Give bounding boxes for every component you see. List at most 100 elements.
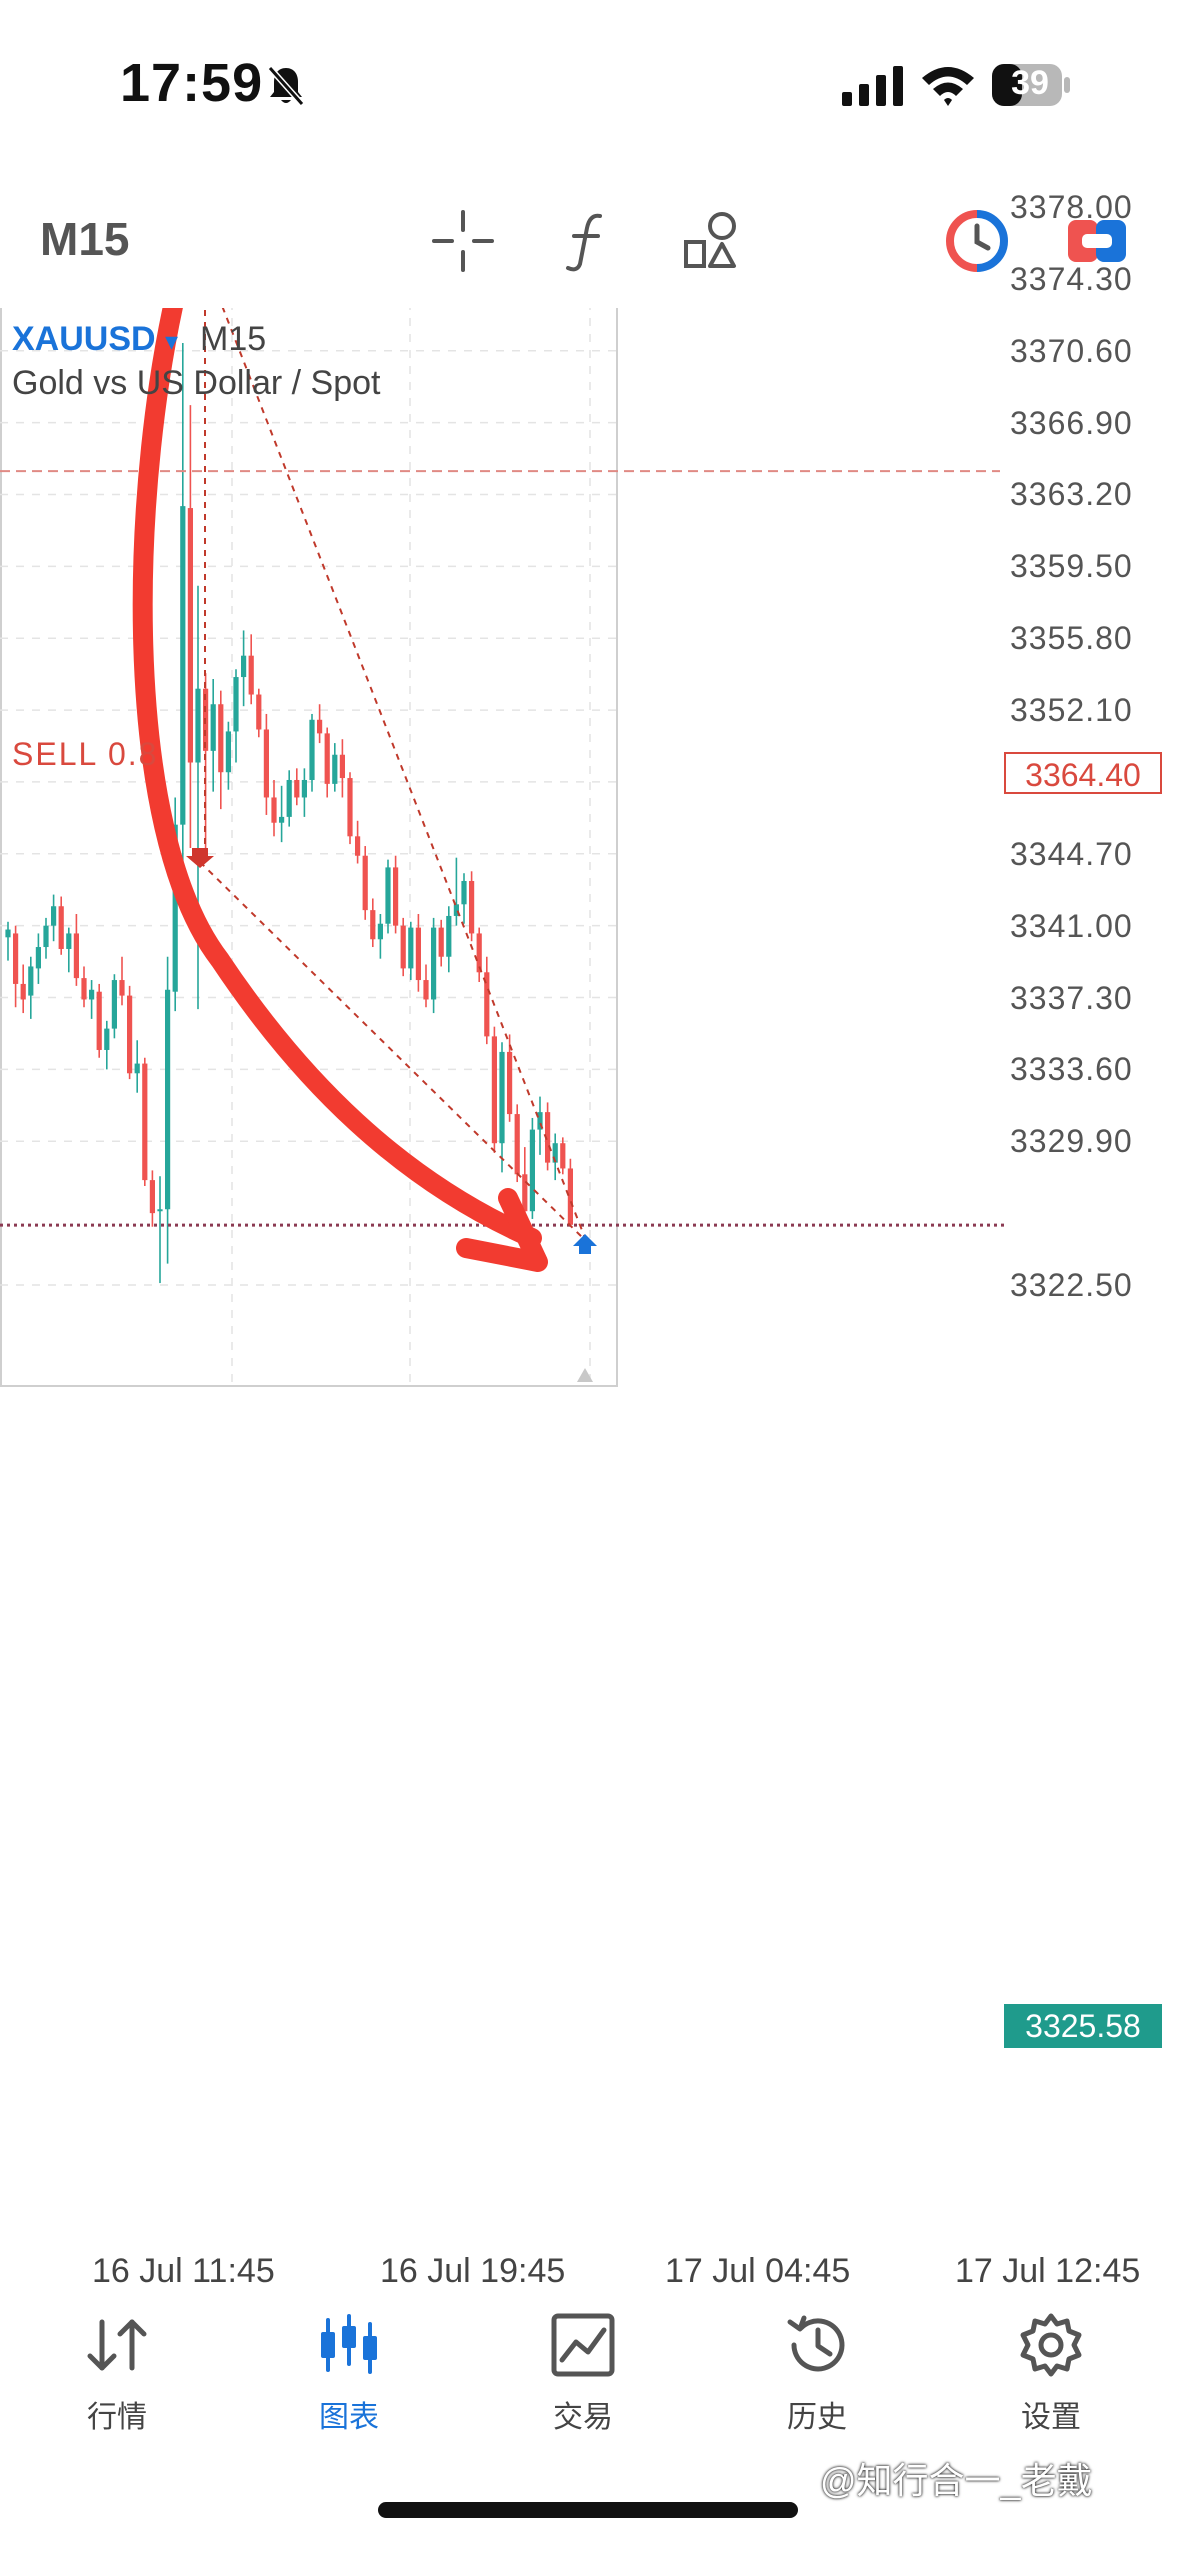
candle-body <box>385 867 391 924</box>
crosshair-icon[interactable] <box>430 208 496 274</box>
trade-line <box>199 861 586 1241</box>
nav-settings[interactable]: 设置 <box>976 2310 1126 2440</box>
candle-body <box>58 906 64 949</box>
candle-body <box>355 836 361 856</box>
candle-body <box>256 694 262 730</box>
candle-body <box>149 1180 155 1214</box>
candle-body <box>309 719 315 780</box>
candlestick-icon <box>321 2314 377 2374</box>
candle-body <box>210 704 216 751</box>
battery-icon <box>992 64 1070 106</box>
candle-body <box>225 731 231 773</box>
price-axis-label: 3378.00 <box>1010 189 1133 225</box>
nav-settings-label: 设置 <box>1021 2401 1081 2434</box>
nav-trade-label: 交易 <box>553 2401 613 2434</box>
new-order-icon[interactable] <box>1064 208 1130 274</box>
price-axis-label: 3322.50 <box>1010 1267 1133 1303</box>
status-time: 17:59 <box>120 53 264 113</box>
timeframe-button[interactable]: M15 <box>40 213 130 265</box>
candle-body <box>111 980 117 1029</box>
time-axis-label: 16 Jul 19:45 <box>380 2252 566 2290</box>
candle-body <box>5 929 11 938</box>
price-axis-label: 3341.00 <box>1010 907 1133 944</box>
signal-icon <box>842 66 903 106</box>
candle-body <box>35 947 41 969</box>
candle-body <box>507 1051 513 1115</box>
price-axis-label: 3333.60 <box>1010 1051 1133 1088</box>
candle-body <box>317 719 323 734</box>
price-axis-label: 3370.60 <box>1010 332 1133 369</box>
candle-body <box>438 927 444 957</box>
candle-body <box>499 1051 505 1144</box>
candle-body <box>20 983 26 1000</box>
candle-body <box>195 688 201 763</box>
indicators-icon[interactable] <box>556 208 622 274</box>
time-axis-label: 17 Jul 04:45 <box>665 2252 851 2290</box>
nav-history-label: 历史 <box>787 2401 847 2434</box>
candle-body <box>73 933 79 979</box>
candle-body <box>431 927 437 1000</box>
candle-body <box>461 880 467 905</box>
candle-body <box>279 816 285 823</box>
candle-body <box>415 927 421 981</box>
time-axis-label: 16 Jul 11:45 <box>92 2252 275 2290</box>
candle-body <box>271 797 277 823</box>
home-indicator[interactable] <box>378 2502 798 2518</box>
drawing-objects-icon[interactable] <box>680 208 746 274</box>
price-axis-label: 3329.90 <box>1010 1123 1133 1160</box>
candle-body <box>423 980 429 1000</box>
candle-body <box>362 855 368 911</box>
buy-marker-icon <box>573 1234 597 1254</box>
annotation-arrow <box>132 308 542 1248</box>
candle-body <box>172 824 178 992</box>
candle-body <box>43 925 49 948</box>
candle-body <box>446 915 452 957</box>
price-axis-label: 3344.70 <box>1010 835 1133 872</box>
price-axis-label: 3374.30 <box>1010 260 1133 297</box>
candle-body <box>552 1143 558 1163</box>
candle-body <box>370 910 376 940</box>
candle-body <box>400 925 406 969</box>
trade-line <box>221 308 586 1239</box>
bell-slash-icon <box>267 66 305 106</box>
price-axis-label: 3355.80 <box>1010 620 1133 657</box>
nav-quotes[interactable]: 行情 <box>42 2310 192 2440</box>
candle-body <box>529 1129 535 1212</box>
candle-body <box>286 779 292 817</box>
candle-body <box>408 927 414 969</box>
candle-body <box>81 978 87 1000</box>
price-axis-label: 3337.30 <box>1010 979 1133 1016</box>
nav-history[interactable]: 历史 <box>742 2310 892 2440</box>
candle-body <box>134 1063 140 1074</box>
trade-chart-icon <box>551 2313 615 2377</box>
candle-body <box>187 508 193 763</box>
candle-body <box>89 989 95 1000</box>
candle-body <box>241 655 247 678</box>
nav-trade[interactable]: 交易 <box>508 2310 658 2440</box>
candle-body <box>332 754 338 784</box>
candle-body <box>142 1063 148 1181</box>
history-clock-icon <box>787 2315 845 2372</box>
current-price-tag: 3325.58 <box>1004 2004 1162 2048</box>
one-click-trading-icon[interactable] <box>944 208 1010 274</box>
chart-shift-icon <box>577 1368 593 1382</box>
candle-body <box>127 995 133 1074</box>
symbol-description: Gold vs US Dollar / Spot <box>12 364 381 402</box>
candle-body <box>567 1168 573 1225</box>
nav-chart-label: 图表 <box>319 2401 379 2434</box>
candle-body <box>218 704 224 773</box>
gear-icon <box>1020 2313 1082 2377</box>
candle-body <box>537 1112 543 1130</box>
candle-body <box>484 972 490 1037</box>
symbol-name[interactable]: XAUUSD ▾ <box>12 320 179 358</box>
candle-body <box>491 1036 497 1144</box>
time-axis-label: 17 Jul 12:45 <box>955 2252 1141 2290</box>
annotation-arrow-head <box>456 1188 548 1272</box>
price-axis-label: 3359.50 <box>1010 548 1133 585</box>
candle-body <box>157 1209 163 1212</box>
nav-chart[interactable]: 图表 <box>274 2310 424 2440</box>
candle-body <box>522 1174 528 1212</box>
candle-body <box>28 966 34 996</box>
price-chart[interactable] <box>0 308 1179 2258</box>
sell-position-label[interactable]: SELL 0.8 <box>12 736 159 772</box>
